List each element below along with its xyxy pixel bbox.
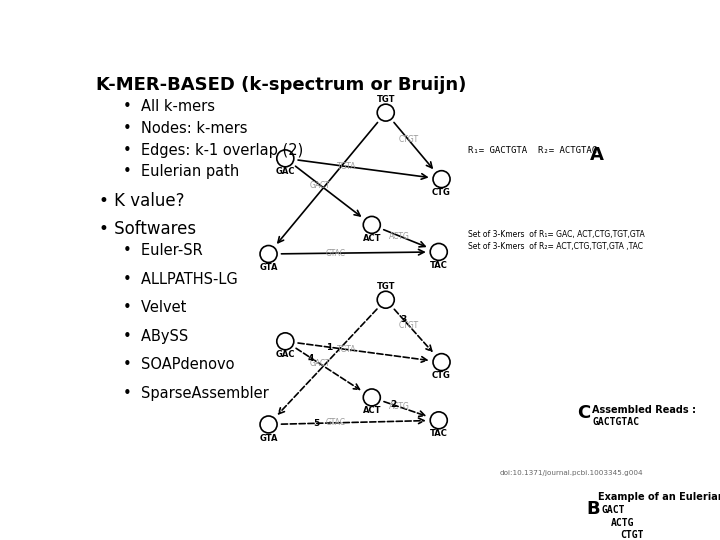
- Text: •  All k-mers: • All k-mers: [122, 99, 215, 114]
- Text: GAC: GAC: [276, 167, 295, 177]
- Text: TGTA: TGTA: [337, 162, 357, 171]
- Text: R₂= ACTGTAC: R₂= ACTGTAC: [538, 146, 597, 154]
- Text: CTG: CTG: [432, 188, 451, 197]
- Text: Example of an Eulerian path :: Example of an Eulerian path :: [598, 492, 720, 502]
- Text: •  Velvet: • Velvet: [122, 300, 186, 315]
- Text: B: B: [586, 500, 600, 518]
- Text: CTGT: CTGT: [620, 530, 644, 540]
- Text: 5: 5: [313, 419, 319, 428]
- Text: ACTG: ACTG: [389, 402, 410, 411]
- Text: K-MER-BASED (k-spectrum or Bruijn): K-MER-BASED (k-spectrum or Bruijn): [96, 76, 467, 93]
- Text: Set of 3-Kmers  of R₁= GAC, ACT,CTG,TGT,GTA: Set of 3-Kmers of R₁= GAC, ACT,CTG,TGT,G…: [468, 231, 645, 239]
- Text: •  SOAPdenovo: • SOAPdenovo: [122, 357, 234, 373]
- Text: Set of 3-Kmers  of R₂= ACT,CTG,TGT,GTA ,TAC: Set of 3-Kmers of R₂= ACT,CTG,TGT,GTA ,T…: [468, 242, 643, 251]
- Text: ACTG: ACTG: [389, 232, 410, 240]
- Text: GACT: GACT: [310, 180, 330, 190]
- Text: 4: 4: [308, 354, 315, 362]
- Text: CTG: CTG: [432, 371, 451, 380]
- Text: GAC: GAC: [276, 350, 295, 359]
- Text: ACTG: ACTG: [611, 517, 634, 528]
- Text: • Softwares: • Softwares: [99, 220, 197, 238]
- Text: •  Nodes: k-mers: • Nodes: k-mers: [122, 121, 247, 136]
- Text: TGTA: TGTA: [337, 345, 357, 354]
- Text: GTAC: GTAC: [325, 248, 346, 258]
- Text: GTAC: GTAC: [325, 418, 346, 427]
- Text: •  ALLPATHS-LG: • ALLPATHS-LG: [122, 272, 238, 287]
- Text: 3: 3: [400, 315, 406, 323]
- Text: GTA: GTA: [259, 434, 278, 442]
- Text: GACT: GACT: [310, 360, 330, 368]
- Text: GACTGTAC: GACTGTAC: [593, 417, 639, 428]
- Text: •  Euler-SR: • Euler-SR: [122, 244, 202, 259]
- Text: GTA: GTA: [259, 263, 278, 272]
- Text: TGT: TGT: [377, 282, 395, 291]
- Text: •  SparseAssembler: • SparseAssembler: [122, 386, 269, 401]
- Text: •  Eulerian path: • Eulerian path: [122, 164, 239, 179]
- Text: GACT: GACT: [601, 505, 625, 515]
- Text: CTGT: CTGT: [398, 135, 418, 144]
- Text: TGT: TGT: [377, 94, 395, 104]
- Text: TAC: TAC: [430, 261, 448, 270]
- Text: TAC: TAC: [430, 429, 448, 438]
- Text: •  ABySS: • ABySS: [122, 329, 188, 344]
- Text: CTGT: CTGT: [398, 321, 418, 330]
- Text: 1: 1: [326, 343, 333, 352]
- Text: doi:10.1371/journal.pcbi.1003345.g004: doi:10.1371/journal.pcbi.1003345.g004: [500, 470, 644, 476]
- Text: C: C: [577, 403, 590, 422]
- Text: •  Edges: k-1 overlap (2): • Edges: k-1 overlap (2): [122, 143, 303, 158]
- Text: 2: 2: [390, 400, 397, 409]
- Text: ACT: ACT: [363, 407, 381, 415]
- Text: ACT: ACT: [363, 234, 381, 243]
- Text: Assembled Reads :: Assembled Reads :: [593, 405, 696, 415]
- Text: A: A: [590, 146, 604, 164]
- Text: • K value?: • K value?: [99, 192, 185, 210]
- Text: R₁= GACTGTA: R₁= GACTGTA: [468, 146, 527, 154]
